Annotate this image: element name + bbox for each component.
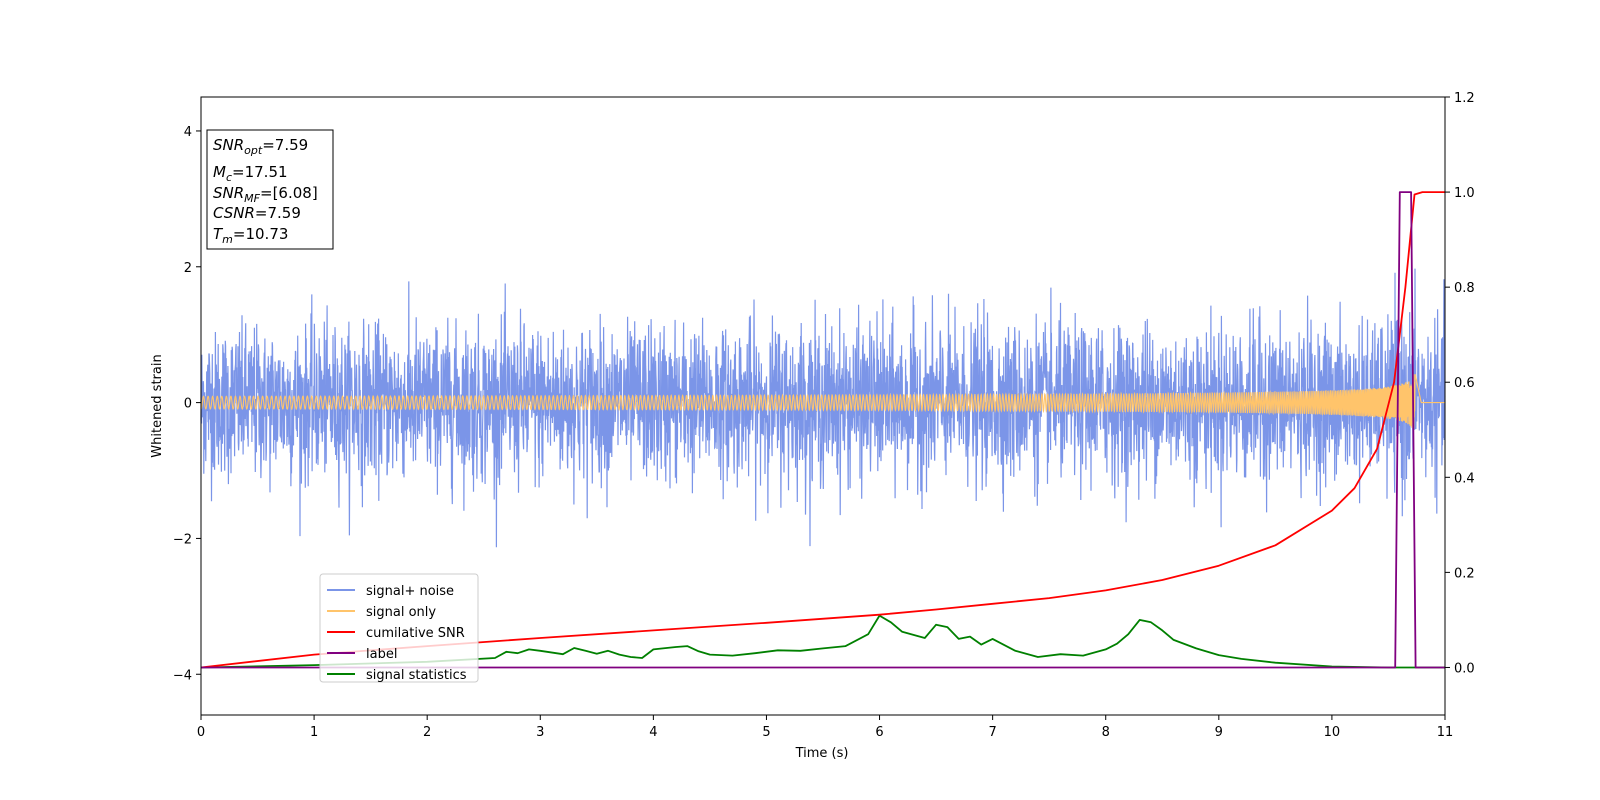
y2-tick-label: 0.0 [1454, 661, 1475, 676]
axes-frame [200, 96, 1446, 716]
y-axis-title: Whitened strain [150, 354, 165, 457]
legend-label: signal+ noise [366, 584, 454, 599]
info-box: SNRopt=7.59 Mc=17.51SNRMF=[6.08]CSNR=7.59… [206, 129, 334, 250]
tick-labels: 0 1 2 3 4 5 6 7 8 9 10 11 −4 −2 0 2 4 0.0 0.2 0.4 0.6 0.8 1.0 1… [173, 91, 1475, 740]
x-tick-label: 3 [536, 725, 544, 740]
y2-tick-label: 0.6 [1454, 376, 1475, 391]
x-tick-label: 5 [762, 725, 770, 740]
legend-label: label [366, 647, 397, 662]
legend-label: signal only [366, 605, 436, 620]
info-line: Mc=17.51 [213, 163, 288, 184]
x-tick-label: 9 [1215, 725, 1223, 740]
info-line: CSNR=7.59 [213, 204, 301, 222]
y2-tick-label: 0.2 [1454, 566, 1475, 581]
signal-only-line [200, 374, 1445, 429]
legend: signal+ noise signal only cumilative SNR la… [319, 573, 479, 683]
y-tick-label: 2 [184, 261, 192, 276]
legend-label: cumilative SNR [366, 626, 465, 641]
x-tick-label: 0 [197, 725, 205, 740]
x-axis-title: Time (s) [795, 746, 849, 761]
x-tick-label: 1 [310, 725, 318, 740]
y2-tick-label: 0.4 [1454, 471, 1475, 486]
info-line: SNRopt=7.59 [213, 136, 308, 157]
y-tick-label: −2 [173, 532, 192, 547]
info-box-frame [206, 129, 334, 250]
x-tick-label: 4 [649, 725, 657, 740]
x-tick-label: 7 [988, 725, 996, 740]
x-tick-label: 10 [1324, 725, 1341, 740]
legend-frame [319, 573, 479, 683]
y-tick-label: 0 [184, 397, 192, 412]
info-line: Tm=10.73 [213, 225, 288, 246]
x-tick-label: 2 [423, 725, 431, 740]
right-axis-series [200, 191, 1445, 669]
legend-label: signal statistics [366, 668, 467, 683]
x-tick-label: 6 [875, 725, 883, 740]
info-line: SNRMF=[6.08] [213, 184, 318, 205]
x-tick-label: 11 [1437, 725, 1454, 740]
y-tick-label: 4 [184, 125, 192, 140]
signal-only-trace [200, 374, 1445, 429]
y2-tick-label: 0.8 [1454, 281, 1475, 296]
x-tick-label: 8 [1102, 725, 1110, 740]
y2-tick-label: 1.0 [1454, 186, 1475, 201]
signal-statistics-line [200, 614, 1445, 669]
plot-frame [200, 96, 1446, 716]
y-tick-label: −4 [173, 668, 192, 683]
label-line [201, 191, 1445, 669]
y2-tick-label: 1.2 [1454, 91, 1475, 106]
cumilative-snr-line [200, 191, 1445, 669]
